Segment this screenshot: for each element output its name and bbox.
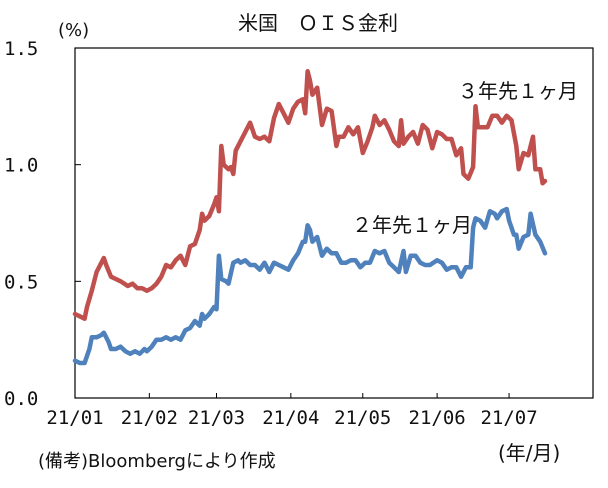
- y-tick-label: 1.5: [4, 38, 38, 60]
- series-layer: [72, 69, 548, 366]
- x-tick-label: 21/06: [409, 407, 466, 429]
- x-tick-label: 21/07: [480, 407, 537, 429]
- source-note: (備考)Bloombergにより作成: [38, 451, 276, 472]
- x-tick-label: 21/01: [46, 407, 103, 429]
- chart-title: 米国 ＯＩＳ金利: [238, 11, 398, 35]
- series-label-3y: ３年先１ヶ月: [458, 79, 578, 103]
- x-tick-label: 21/03: [188, 407, 245, 429]
- y-unit-label: (%): [58, 20, 89, 41]
- plot-frame: [74, 47, 594, 399]
- series-label-2y: ２年先１ヶ月: [352, 213, 472, 237]
- x-tick-label: 21/05: [334, 407, 391, 429]
- x-tick-label: 21/02: [121, 407, 178, 429]
- series-line-3y: [72, 69, 548, 321]
- y-tick-label: 0.0: [4, 388, 38, 410]
- x-unit-label: (年/月): [498, 441, 560, 465]
- x-axis-ticks: 21/01 21/02 21/03 21/04 21/05 21/06 21/07: [46, 393, 538, 429]
- y-tick-label: 1.0: [4, 155, 38, 177]
- series-line-2y: [72, 206, 548, 366]
- y-tick-label: 0.5: [4, 271, 38, 293]
- x-tick-label: 21/04: [262, 407, 319, 429]
- y-axis-ticks: 0.0 0.5 1.0 1.5: [4, 38, 81, 410]
